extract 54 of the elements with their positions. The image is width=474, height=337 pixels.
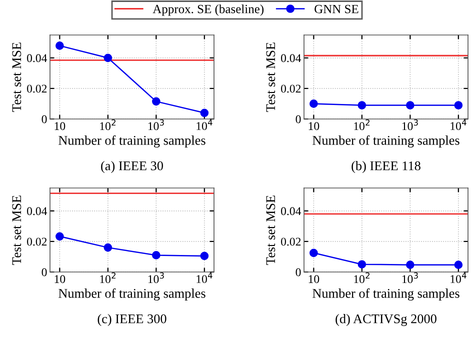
point	[200, 108, 209, 118]
y-axis-title: Test set MSE	[12, 42, 22, 112]
x-tick-label: 10	[54, 275, 66, 284]
legend-label: GNN SE	[314, 4, 358, 14]
point	[104, 243, 112, 252]
y-tick-label: 0.02	[27, 238, 47, 246]
x-axis-title: Number of training samples	[312, 135, 460, 148]
y-tick-label: 0	[296, 268, 301, 276]
y-axis-title: Test set MSE	[266, 196, 276, 265]
x-tick-label: 10$^{2}$	[354, 119, 370, 130]
text: (d) ACTIVSg 2000	[336, 314, 436, 326]
x-axis-title: Number of training samples	[58, 135, 206, 148]
y-axis-title: Test set MSE	[266, 42, 276, 112]
x-tick-label: 10$^{3}$	[402, 272, 418, 284]
x-tick-label: 10$^{4}$	[196, 272, 212, 284]
point	[200, 252, 209, 260]
y-tick-label: 0	[42, 268, 47, 276]
point	[454, 260, 463, 269]
point	[152, 97, 160, 106]
y-tick-label: 0	[42, 115, 47, 124]
y-tick-label: 0.04	[281, 54, 302, 62]
x-tick-label: 10$^{3}$	[148, 119, 164, 130]
point	[56, 232, 64, 241]
y-axis-title: Test set MSE	[12, 196, 22, 265]
x-tick-label: 10$^{3}$	[402, 119, 418, 130]
x-tick-label: 10$^{4}$	[450, 272, 466, 284]
x-tick-label: 10$^{3}$	[148, 272, 164, 284]
point	[56, 42, 64, 50]
text: (c) IEEE 300	[98, 314, 166, 326]
y-tick-label: 0.02	[27, 84, 47, 93]
y-tick-label: 0.04	[27, 207, 48, 216]
y-tick-label: 0.02	[281, 84, 301, 93]
point	[358, 260, 366, 269]
y-tick-label: 0.04	[27, 54, 48, 62]
x-tick-label: 10$^{4}$	[196, 119, 212, 130]
y-tick-label: 0.04	[281, 207, 302, 216]
point	[152, 251, 160, 260]
x-axis-title: Number of training samples	[312, 288, 460, 301]
x-tick-label: 10$^{2}$	[100, 272, 116, 284]
point	[104, 54, 112, 62]
x-tick-label: 10	[308, 275, 320, 284]
x-axis-title: Number of training samples	[58, 288, 206, 301]
text: (b) IEEE 118	[352, 161, 420, 173]
point	[310, 248, 318, 258]
y-tick-label: 0.02	[281, 238, 301, 246]
text: (a) IEEE 30	[101, 161, 164, 173]
x-tick-label: 10$^{2}$	[354, 272, 370, 284]
point	[406, 260, 414, 269]
x-tick-label: 10$^{2}$	[100, 119, 116, 130]
x-tick-label: 10	[54, 122, 66, 130]
legend-label: Approx. SE (baseline)	[152, 4, 264, 16]
x-tick-label: 10$^{4}$	[450, 119, 466, 130]
y-tick-label: 0	[296, 115, 301, 124]
x-tick-label: 10	[308, 122, 320, 130]
